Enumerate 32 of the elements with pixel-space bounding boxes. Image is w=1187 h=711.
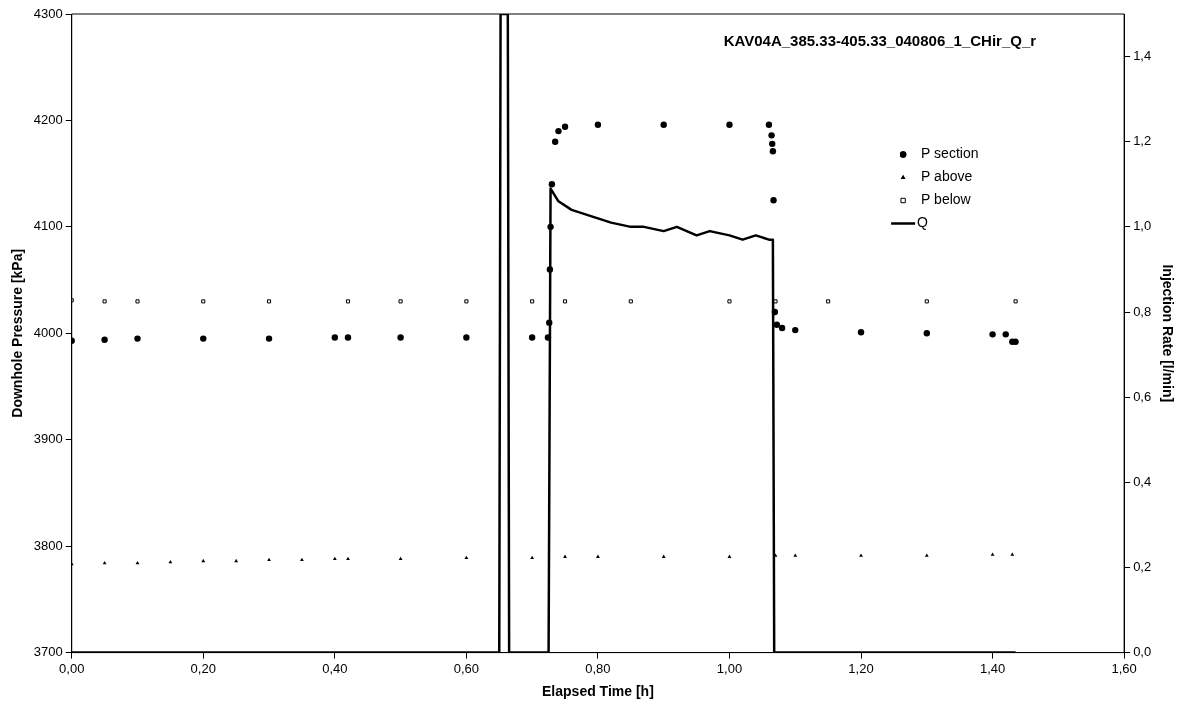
y2-tick-label: 1,2: [1133, 133, 1152, 149]
x-axis-title: Elapsed Time [h]: [542, 683, 654, 700]
x-tick-label: 0,20: [190, 660, 216, 676]
y-tick-label: 4200: [33, 112, 63, 128]
y-tick-label: 4300: [33, 5, 63, 21]
y-tick-label: 4100: [33, 218, 63, 234]
y-tick-label: 3700: [33, 644, 63, 660]
legend-label: P below: [921, 191, 972, 208]
y2-axis-title: Injection Rate [l/min]: [1159, 264, 1176, 403]
y2-tick-label: 1,0: [1133, 218, 1152, 234]
y2-tick-label: 1,4: [1133, 48, 1152, 64]
x-tick-label: 0,80: [585, 660, 611, 676]
x-tick-label: 0,60: [453, 660, 480, 676]
y-tick-label: 3900: [33, 431, 63, 447]
x-tick-label: 0,40: [322, 660, 348, 676]
y2-tick-label: 0,6: [1133, 388, 1152, 404]
y-tick-label: 4000: [33, 324, 63, 340]
text: KAV04A_385.33-405.33_040806_1_CHir_Q_r: [723, 32, 1037, 50]
y2-tick-label: 0,2: [1133, 559, 1152, 575]
x-tick-label: 1,40: [979, 660, 1006, 676]
y2-tick-label: 0,0: [1133, 644, 1152, 660]
y-axis-title: Downhole Pressure [kPa]: [9, 248, 26, 418]
x-tick-label: 1,20: [848, 660, 874, 676]
x-tick-label: 0,00: [59, 660, 85, 676]
y2-tick-label: 0,4: [1133, 473, 1152, 489]
y-tick-label: 3800: [33, 537, 63, 553]
y2-tick-label: 0,8: [1133, 303, 1152, 319]
legend-label: Q: [917, 214, 929, 231]
x-tick-label: 1,00: [716, 660, 743, 676]
x-tick-label: 1,60: [1111, 660, 1137, 676]
legend-label: P above: [921, 168, 973, 185]
legend-label: P section: [921, 145, 979, 162]
